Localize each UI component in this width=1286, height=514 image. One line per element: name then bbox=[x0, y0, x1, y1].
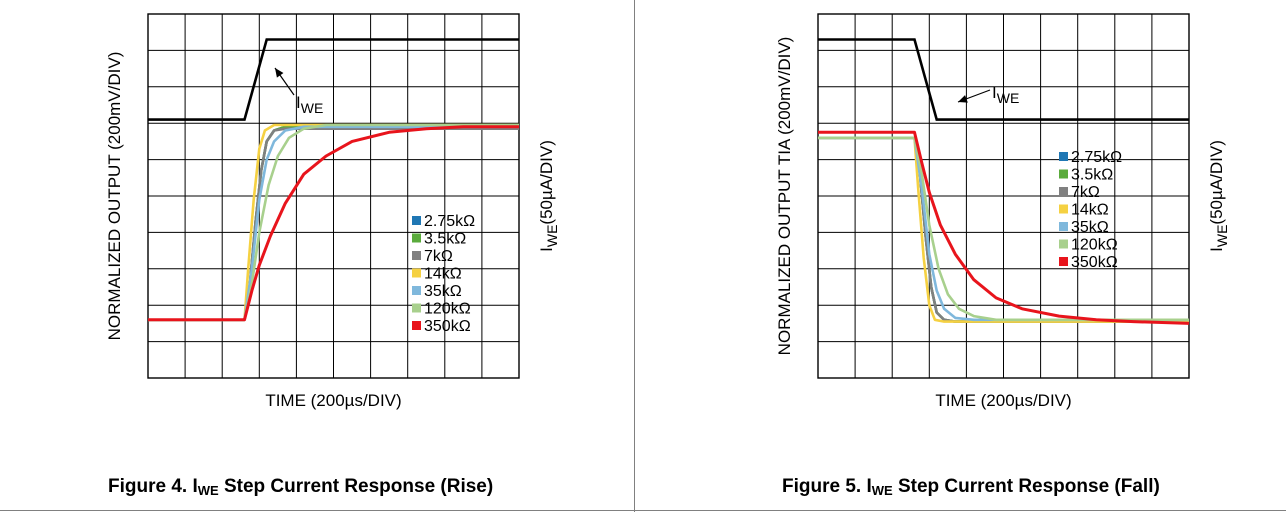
legend-swatch bbox=[1059, 187, 1068, 196]
legend-swatch bbox=[412, 268, 421, 278]
legend-label: 2.75kΩ bbox=[424, 213, 475, 230]
legend-swatch bbox=[412, 303, 421, 313]
legend-label: 35kΩ bbox=[424, 283, 462, 300]
caption-prefix: Figure 4. I bbox=[108, 476, 198, 497]
annotation-subscript: WE bbox=[301, 100, 324, 116]
legend-swatch bbox=[412, 251, 421, 260]
legend-swatch bbox=[1059, 257, 1068, 266]
legend-label: 14kΩ bbox=[1071, 202, 1109, 219]
annotation-arrowhead bbox=[275, 68, 284, 78]
panel-divider bbox=[634, 0, 635, 512]
x-axis-label: TIME (200µs/DIV) bbox=[935, 391, 1071, 410]
legend-label: 14kΩ bbox=[424, 266, 462, 283]
y-axis-label: NORMALIZED OUTPUT (200mV/DIV) bbox=[105, 52, 124, 341]
series-line bbox=[818, 130, 1190, 325]
legend-label: 3.5kΩ bbox=[1071, 167, 1113, 184]
legend-swatch bbox=[1059, 204, 1068, 214]
series-group bbox=[818, 130, 1190, 325]
series-line bbox=[148, 125, 519, 322]
secondary-y-main: I bbox=[1207, 247, 1226, 252]
legend-swatch bbox=[1059, 222, 1068, 231]
legend-swatch bbox=[412, 233, 421, 243]
legend-label: 120kΩ bbox=[1071, 237, 1118, 254]
secondary-y-subscript: WE bbox=[1214, 225, 1230, 248]
plot-frame bbox=[817, 13, 1190, 379]
x-axis-label: TIME (200µs/DIV) bbox=[265, 391, 401, 410]
legend-label: 2.75kΩ bbox=[1071, 149, 1122, 166]
legend-label: 3.5kΩ bbox=[424, 231, 466, 248]
legend-swatch bbox=[412, 286, 421, 295]
series-line bbox=[818, 136, 1189, 322]
y-axis-label: NORMALIZED OUTPUT TIA (200mV/DIV) bbox=[775, 37, 794, 356]
iwe-trace bbox=[818, 38, 1189, 121]
legend-swatch bbox=[1059, 152, 1068, 161]
plot-frame bbox=[147, 13, 520, 379]
secondary-y-main: I bbox=[537, 247, 556, 252]
caption-suffix: Step Current Response (Fall) bbox=[892, 476, 1160, 497]
figure-4-chart: IWE2.75kΩ3.5kΩ7kΩ14kΩ35kΩ120kΩ350kΩTIME … bbox=[105, 13, 560, 410]
secondary-y-subscript: WE bbox=[544, 225, 560, 248]
legend-swatch bbox=[412, 321, 421, 330]
annotation-label: IWE bbox=[992, 83, 1019, 106]
annotation-main: I bbox=[296, 93, 301, 112]
legend-swatch bbox=[1059, 239, 1068, 249]
figure-5-panel: IWE 2.75kΩ 3.5kΩ 7kΩ 14kΩ 35kΩ 120kΩ 350kΩ TIME … bbox=[636, 0, 1286, 512]
annotation-subscript: WE bbox=[997, 90, 1020, 106]
legend-label: 7kΩ bbox=[1071, 184, 1100, 201]
grid-lines bbox=[148, 14, 519, 378]
secondary-y-axis-label: IWE(50µA/DIV) bbox=[1207, 140, 1230, 252]
secondary-y-rest: (50µA/DIV) bbox=[1207, 140, 1226, 224]
figure-5-chart: IWE2.75kΩ3.5kΩ7kΩ14kΩ35kΩ120kΩ350kΩTIME … bbox=[775, 13, 1230, 410]
figure-4-panel: IWE 2.75kΩ 3.5kΩ 7kΩ 14kΩ 35kΩ 120kΩ 350kΩ TIME … bbox=[0, 0, 634, 512]
secondary-y-axis-label: IWE(50µA/DIV) bbox=[537, 140, 560, 252]
secondary-y-rest: (50µA/DIV) bbox=[537, 140, 556, 224]
caption-prefix: Figure 5. I bbox=[782, 476, 872, 497]
legend-label: 7kΩ bbox=[424, 248, 453, 265]
caption-suffix: Step Current Response (Rise) bbox=[218, 476, 494, 497]
legend-label: 350kΩ bbox=[424, 318, 471, 335]
iwe-trace bbox=[148, 38, 519, 121]
annotation-arrowhead bbox=[958, 95, 968, 103]
caption-subscript: WE bbox=[197, 483, 219, 498]
figure-5-caption: Figure 5. IWE Step Current Response (Fal… bbox=[782, 476, 1160, 498]
legend-label: 120kΩ bbox=[424, 301, 471, 318]
figure-4-caption: Figure 4. IWE Step Current Response (Ris… bbox=[108, 476, 493, 498]
legend-swatch bbox=[1059, 169, 1068, 179]
caption-subscript: WE bbox=[871, 483, 893, 498]
series-group bbox=[148, 123, 519, 322]
annotation-label: IWE bbox=[296, 93, 323, 116]
legend-swatch bbox=[412, 216, 421, 225]
legend-label: 350kΩ bbox=[1071, 254, 1118, 271]
bottom-rule bbox=[0, 510, 1286, 511]
annotation-main: I bbox=[992, 83, 997, 102]
legend-label: 35kΩ bbox=[1071, 219, 1109, 236]
grid-lines bbox=[818, 14, 1189, 378]
